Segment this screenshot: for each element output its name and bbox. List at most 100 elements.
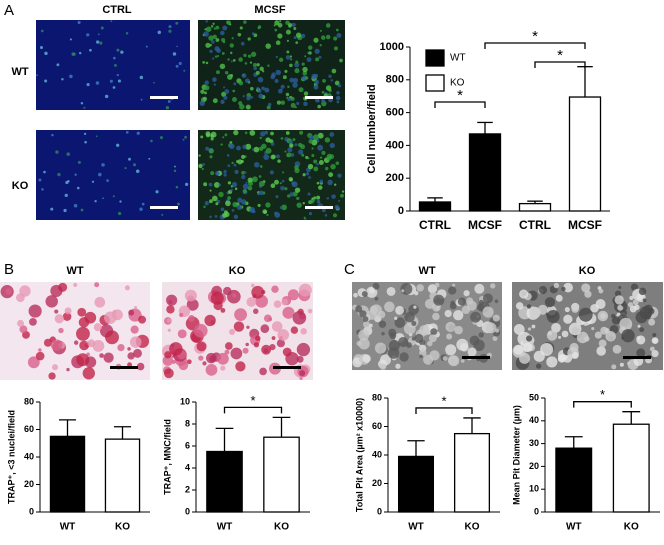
cell — [278, 57, 284, 62]
cell — [292, 138, 296, 142]
cell — [372, 282, 380, 290]
cell — [295, 32, 302, 38]
cell — [296, 342, 311, 357]
cell — [104, 94, 109, 99]
cell — [74, 173, 77, 176]
cell — [222, 40, 226, 44]
cell — [636, 335, 646, 345]
cell — [251, 51, 257, 57]
y-tick-label: 40 — [372, 449, 382, 459]
cell — [184, 135, 187, 139]
cell — [101, 163, 105, 167]
cell — [273, 24, 276, 27]
cell — [267, 64, 270, 67]
cell — [454, 325, 463, 335]
cell — [138, 315, 147, 324]
cell — [110, 20, 113, 23]
cell — [97, 33, 100, 36]
cell — [285, 29, 291, 35]
cell — [314, 48, 320, 54]
cell — [319, 44, 322, 47]
cell — [289, 192, 294, 197]
column-label: MCSF — [254, 4, 285, 16]
y-tick-label: 200 — [386, 172, 404, 184]
cell — [223, 95, 228, 100]
cell — [136, 362, 145, 371]
cell — [215, 171, 220, 176]
cell — [50, 339, 63, 351]
cell — [298, 87, 304, 93]
cell — [173, 169, 177, 173]
cell — [311, 139, 318, 146]
cell — [209, 189, 212, 192]
cell — [234, 187, 238, 191]
y-tick-label: 0 — [377, 506, 382, 516]
cell — [467, 347, 477, 357]
cell — [358, 329, 370, 341]
cell — [617, 304, 624, 311]
cell — [260, 289, 266, 295]
cell — [316, 199, 321, 204]
cell — [153, 81, 155, 84]
cell — [66, 152, 70, 156]
cell — [246, 297, 257, 307]
cell — [636, 348, 646, 358]
cell — [61, 77, 64, 81]
cell — [311, 197, 314, 200]
y-tick-label: 8 — [185, 418, 190, 428]
bar — [555, 447, 593, 513]
cell — [216, 70, 220, 75]
cell — [133, 348, 142, 358]
cell — [19, 285, 31, 297]
bar — [418, 201, 452, 212]
cell — [307, 45, 313, 50]
cell — [621, 329, 635, 343]
cell — [216, 48, 221, 53]
cell — [296, 101, 300, 106]
y-tick-label: 1000 — [380, 41, 404, 53]
cell — [328, 172, 334, 178]
cell — [434, 282, 440, 288]
cell — [414, 333, 424, 343]
cell — [231, 181, 238, 188]
cell — [255, 335, 261, 342]
cell — [227, 196, 231, 200]
cell — [450, 300, 455, 305]
cell — [286, 96, 289, 99]
cell — [251, 285, 265, 299]
cell — [275, 69, 281, 76]
cell — [219, 63, 226, 70]
y-axis-label: Mean Pit Diameter (µm) — [511, 405, 521, 505]
cell — [267, 102, 272, 107]
cell — [258, 175, 262, 178]
cell — [55, 150, 59, 154]
cell — [186, 359, 192, 365]
cell — [277, 33, 283, 39]
cell — [256, 86, 260, 91]
x-tick-label: KO — [115, 522, 130, 533]
cell — [651, 349, 659, 358]
cell — [247, 54, 252, 58]
cell — [262, 70, 265, 73]
cell — [294, 62, 300, 68]
cell — [260, 131, 266, 137]
cell — [384, 301, 395, 313]
cell — [94, 282, 100, 288]
cell — [92, 340, 105, 352]
cell — [303, 101, 308, 107]
cell — [167, 100, 171, 103]
cell — [228, 143, 235, 150]
cell — [621, 303, 625, 307]
bar — [397, 455, 435, 513]
cell — [240, 159, 244, 164]
cell — [259, 165, 263, 168]
cell — [127, 352, 135, 360]
cell — [553, 282, 560, 289]
cell — [224, 133, 228, 137]
cell — [28, 304, 42, 318]
cell — [216, 352, 229, 365]
cell — [249, 61, 253, 64]
cell — [317, 132, 324, 139]
cell — [325, 34, 331, 40]
cell — [571, 305, 579, 313]
